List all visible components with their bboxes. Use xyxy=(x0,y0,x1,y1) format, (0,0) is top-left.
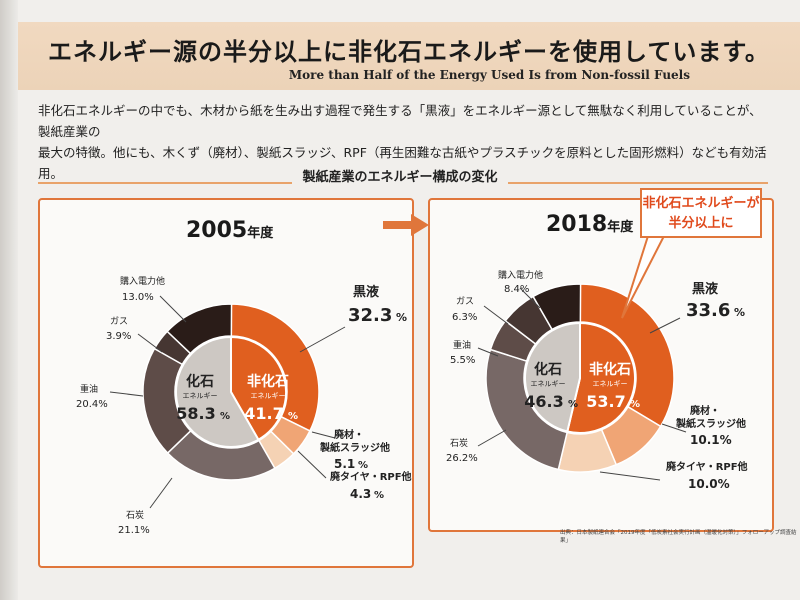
leader-line-haizai xyxy=(661,423,687,433)
slice-name-kokueki: 黒液 xyxy=(353,284,379,300)
callout-line-1: 非化石エネルギーが xyxy=(642,196,760,211)
inner-sub-nonfossil: エネルギー xyxy=(593,380,628,388)
slice-value-kokueki: 32.3 xyxy=(348,305,392,326)
outer-slice-denryoku xyxy=(532,283,582,331)
slice-name-haizai: 廃材・ xyxy=(334,428,364,441)
slice-name-haizai: 廃材・ xyxy=(690,404,720,417)
outer-slice-kokueki xyxy=(579,283,675,428)
callout-pointer xyxy=(621,235,666,319)
inner-value-fossil: 46.3 xyxy=(524,392,563,411)
inner-slice-fossil xyxy=(524,321,581,433)
leader-line-gas xyxy=(137,333,163,353)
section-title-text: 製紙産業のエネルギー構成の変化 xyxy=(292,170,508,185)
wall-shadow xyxy=(0,0,18,600)
intro-line-1: 非化石エネルギーの中でも、木材から紙を生み出す過程で発生する「黒液」をエネルギー… xyxy=(38,103,762,139)
slice-name-sekitan: 石炭 xyxy=(126,510,144,521)
slice-name-juyu: 重油 xyxy=(80,383,98,395)
source-note: 出典：日本製紙連合会「2019年度「低炭素社会実行計画（温暖化対策）」フォローア… xyxy=(560,530,797,544)
slice-value-juyu: 20.4% xyxy=(76,399,108,410)
slice-value-haizai: 10.1% xyxy=(690,433,732,447)
inner-label-nonfossil: 非化石 xyxy=(589,361,631,378)
slice-value-gas: 3.9% xyxy=(106,331,131,342)
inner-label-fossil: 化石 xyxy=(534,361,562,378)
year-suffix: 年度 xyxy=(247,226,274,241)
year-suffix: 年度 xyxy=(607,220,634,235)
year-number: 2005 xyxy=(186,218,248,243)
slice-name-gas: ガス xyxy=(456,296,474,307)
slice-unit-kokueki: % xyxy=(396,311,407,324)
inner-value-fossil: 58.3 xyxy=(176,404,215,423)
slice-name-juyu: 重油 xyxy=(453,339,471,351)
inner-sub-fossil: エネルギー xyxy=(183,392,218,400)
slice-name2-haizai: 製紙スラッジ他 xyxy=(319,441,390,454)
slice-unit-haitaiya: % xyxy=(374,490,384,501)
inner-sub-fossil: エネルギー xyxy=(531,380,566,388)
inner-slice-fossil xyxy=(175,335,260,448)
leader-line-sekitan xyxy=(477,429,507,447)
leader-line-juyu xyxy=(109,391,144,397)
slice-value-haizai: 5.1 xyxy=(334,457,355,471)
leader-line-gas xyxy=(483,305,509,325)
slice-value-haitaiya: 10.0% xyxy=(688,477,730,491)
slice-value-denryoku: 8.4% xyxy=(504,284,529,295)
donut-chart-2005 xyxy=(142,303,320,481)
inner-label-nonfossil: 非化石 xyxy=(247,373,289,390)
inner-value-nonfossil: 53.7 xyxy=(586,392,625,411)
slice-value-sekitan: 26.2% xyxy=(446,453,478,464)
leader-line-sekitan xyxy=(149,477,173,509)
slice-name-kokueki: 黒液 xyxy=(692,281,718,297)
slice-name-denryoku: 購入電力他 xyxy=(120,275,165,287)
leader-line-haitaiya xyxy=(599,471,661,481)
outer-slice-sekitan xyxy=(485,348,569,471)
slice-value-haitaiya: 4.3 xyxy=(350,487,371,501)
inner-unit-nonfossil: % xyxy=(288,411,298,422)
callout-line-2: 半分以上に xyxy=(668,216,734,231)
page-subtitle: More than Half of the Energy Used Is fro… xyxy=(288,68,690,82)
slice-name-denryoku: 購入電力他 xyxy=(498,269,543,281)
intro-line-2: 最大の特徴。他にも、木くず（廃材）、製紙スラッジ、RPF（再生困難な古紙やプラス… xyxy=(38,145,767,181)
intro-text: 非化石エネルギーの中でも、木材から紙を生み出す過程で発生する「黒液」をエネルギー… xyxy=(38,100,768,184)
slice-value-denryoku: 13.0% xyxy=(122,292,154,303)
donut-chart-2018 xyxy=(485,283,675,473)
inner-slice-nonfossil xyxy=(566,321,636,434)
inner-label-fossil: 化石 xyxy=(186,373,214,390)
leader-line-denryoku xyxy=(519,287,541,309)
slice-value-sekitan: 21.1% xyxy=(118,525,150,536)
slice-name2-haizai: 製紙スラッジ他 xyxy=(675,417,746,430)
callout-box: 非化石エネルギーが 半分以上に xyxy=(640,188,762,238)
outer-slice-denryoku xyxy=(166,303,233,355)
inner-unit-fossil: % xyxy=(220,411,230,422)
inner-unit-fossil: % xyxy=(568,399,578,410)
leader-line-kokueki xyxy=(649,317,681,334)
inner-sub-nonfossil: エネルギー xyxy=(251,392,286,400)
page-title: エネルギー源の半分以上に非化石エネルギーを使用しています。 xyxy=(48,38,770,66)
leader-line-juyu xyxy=(477,347,499,357)
slice-value-gas: 6.3% xyxy=(452,312,477,323)
slice-value-juyu: 5.5% xyxy=(450,355,475,366)
leader-line-haitaiya xyxy=(297,450,327,479)
title-banner: エネルギー源の半分以上に非化石エネルギーを使用しています。 More than … xyxy=(18,22,800,90)
year-label-2018: 2018年度 xyxy=(546,212,633,237)
section-title: 製紙産業のエネルギー構成の変化 xyxy=(0,166,800,185)
leader-line-haizai xyxy=(311,431,336,439)
year-number: 2018 xyxy=(546,212,608,237)
leader-line-kokueki xyxy=(299,326,346,353)
slice-name-haitaiya: 廃タイヤ・RPF他 xyxy=(330,470,412,483)
slice-unit-kokueki: % xyxy=(734,306,745,319)
inner-unit-nonfossil: % xyxy=(630,399,640,410)
leader-line-denryoku xyxy=(159,295,187,323)
inner-value-nonfossil: 41.7 xyxy=(244,404,283,423)
slice-value-kokueki: 33.6 xyxy=(686,300,730,321)
year-label-2005: 2005年度 xyxy=(186,218,273,243)
slice-name-gas: ガス xyxy=(110,316,128,327)
slice-name-haitaiya: 廃タイヤ・RPF他 xyxy=(666,460,748,473)
arrow-right-icon xyxy=(383,214,429,236)
slice-name-sekitan: 石炭 xyxy=(450,438,468,449)
slice-unit-haizai: % xyxy=(358,460,368,471)
